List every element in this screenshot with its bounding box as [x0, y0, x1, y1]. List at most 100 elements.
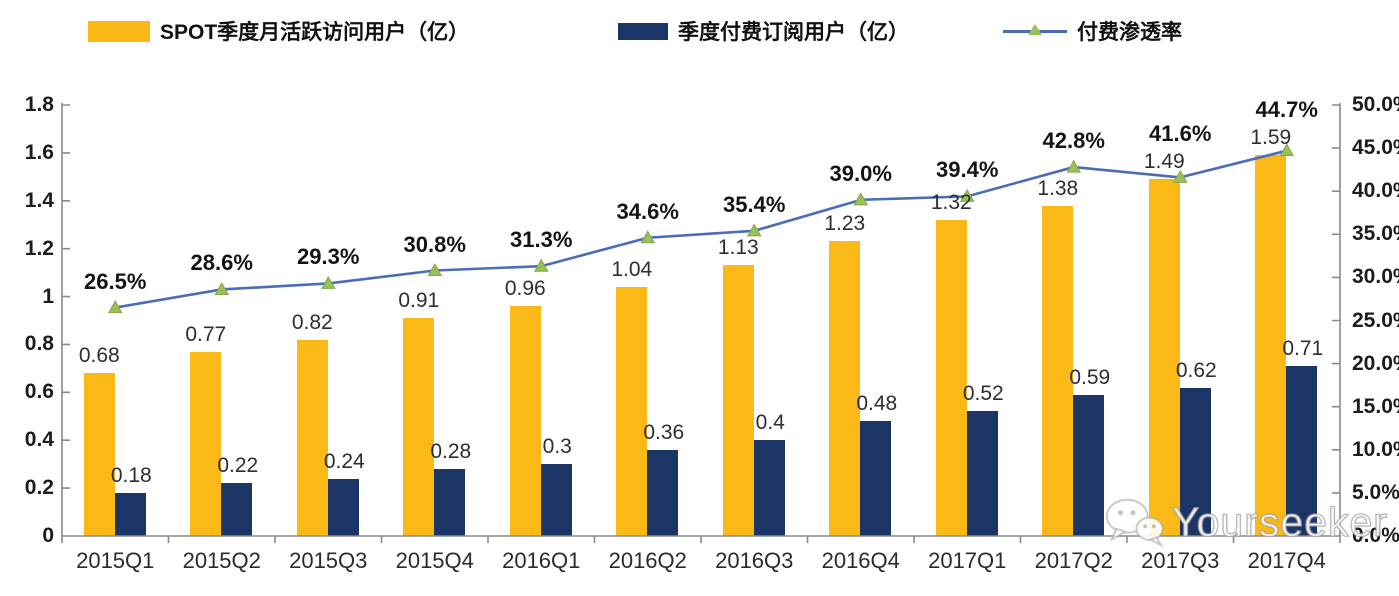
subscriber-bar — [966, 411, 998, 536]
mau-bar — [509, 306, 541, 536]
subscriber-value-label: 0.48 — [856, 392, 898, 416]
mau-bar — [403, 318, 435, 536]
right-axis-tick-label: 45.0% — [1352, 136, 1399, 160]
penetration-label: 41.6% — [1149, 121, 1212, 147]
x-axis-label: 2017Q2 — [1034, 548, 1113, 573]
triangle-marker-icon — [640, 230, 656, 244]
mau-bar — [722, 265, 754, 536]
x-axis-label: 2016Q4 — [821, 548, 900, 573]
left-axis-tick-label: 1.6 — [24, 140, 54, 164]
mau-value-label: 0.91 — [398, 289, 440, 313]
legend-item-penetration: 付费渗透率 — [1003, 18, 1182, 44]
left-axis-tick-label: 0.8 — [24, 332, 54, 356]
right-axis-tick-label: 0.0% — [1352, 524, 1399, 547]
right-axis-tick-label: 50.0% — [1352, 93, 1399, 116]
mau-value-label: 1.38 — [1037, 176, 1079, 200]
mau-swatch-icon — [88, 20, 150, 42]
right-axis-tick-label: 25.0% — [1352, 308, 1399, 332]
legend-label-penetration: 付费渗透率 — [1077, 21, 1182, 44]
mau-value-label: 0.82 — [291, 310, 333, 334]
mau-bar — [616, 286, 648, 536]
subscriber-value-label: 0.52 — [962, 382, 1004, 406]
right-axis-tick-label: 20.0% — [1352, 351, 1399, 375]
penetration-label: 42.8% — [1042, 128, 1105, 154]
penetration-line — [115, 149, 1288, 309]
subscriber-bar — [753, 440, 785, 536]
mau-value-label: 0.96 — [504, 277, 546, 301]
mau-bar — [296, 339, 328, 536]
subscriber-bar — [434, 468, 466, 536]
subscriber-bar — [860, 421, 892, 536]
mau-value-label: 1.23 — [824, 212, 866, 236]
legend-label-subscribers: 季度付费订阅用户（亿） — [678, 21, 909, 44]
subscriber-bar — [114, 492, 146, 536]
mau-bar — [190, 351, 222, 536]
triangle-marker-icon — [746, 223, 762, 237]
left-axis-tick-label: 0 — [42, 524, 54, 547]
subscriber-bar — [221, 483, 253, 536]
subscribers-swatch-icon — [618, 22, 668, 40]
penetration-label: 39.0% — [829, 160, 892, 186]
left-axis-tick-label: 0.6 — [24, 380, 54, 404]
x-axis-label: 2016Q1 — [502, 548, 581, 573]
penetration-label: 35.4% — [723, 191, 786, 217]
mau-value-label: 1.04 — [611, 257, 653, 281]
watermark: Yourseeker — [1104, 496, 1388, 548]
penetration-label: 31.3% — [510, 227, 573, 253]
penetration-label: 34.6% — [616, 198, 679, 224]
subscriber-value-label: 0.71 — [1282, 336, 1324, 360]
x-axis-label: 2015Q2 — [182, 548, 261, 573]
x-axis-label: 2016Q3 — [715, 548, 794, 573]
x-axis-label: 2017Q4 — [1247, 548, 1326, 573]
subscriber-bar — [540, 464, 572, 536]
mau-value-label: 0.68 — [78, 344, 120, 368]
subscriber-value-label: 0.36 — [643, 420, 685, 444]
left-axis-tick-label: 1 — [42, 284, 54, 308]
triangle-marker-icon — [320, 275, 336, 289]
triangle-marker-icon — [853, 192, 869, 206]
penetration-label: 44.7% — [1255, 97, 1318, 123]
x-axis-label: 2015Q1 — [76, 548, 155, 573]
triangle-marker-icon — [533, 258, 549, 272]
subscriber-value-label: 0.24 — [323, 449, 365, 473]
subscriber-value-label: 0.59 — [1069, 365, 1111, 389]
legend-item-mau: SPOT季度月活跃访问用户（亿） — [88, 18, 469, 44]
right-axis-tick-label: 40.0% — [1352, 179, 1399, 203]
right-axis-tick-label: 10.0% — [1352, 437, 1399, 461]
subscriber-bar — [327, 478, 359, 536]
triangle-marker-icon — [1066, 159, 1082, 173]
mau-value-label: 1.59 — [1250, 126, 1292, 150]
right-axis-tick-label: 35.0% — [1352, 222, 1399, 246]
triangle-marker-icon — [107, 300, 123, 314]
x-axis-label: 2015Q4 — [395, 548, 474, 573]
subscriber-value-label: 0.3 — [542, 435, 572, 459]
line-marker-icon — [1003, 23, 1067, 39]
subscriber-value-label: 0.18 — [110, 463, 152, 487]
mau-bar — [935, 219, 967, 536]
subscriber-bar — [1073, 394, 1105, 536]
subscriber-value-label: 0.28 — [430, 439, 472, 463]
subscriber-bar — [647, 449, 679, 536]
legend-item-subscribers: 季度付费订阅用户（亿） — [618, 18, 909, 44]
x-axis-label: 2017Q1 — [928, 548, 1007, 573]
subscriber-value-label: 0.62 — [1175, 358, 1217, 382]
wechat-icon — [1105, 498, 1164, 548]
mau-value-label: 1.49 — [1143, 150, 1185, 174]
right-axis-tick-label: 5.0% — [1352, 480, 1399, 504]
legend-label-mau: SPOT季度月活跃访问用户（亿） — [160, 21, 470, 44]
watermark-text: Yourseeker — [1171, 498, 1388, 545]
x-axis-label: 2017Q3 — [1141, 548, 1220, 573]
mau-value-label: 1.32 — [930, 190, 972, 214]
mau-bar — [829, 241, 861, 536]
x-axis-label: 2015Q3 — [289, 548, 368, 573]
mau-value-label: 0.77 — [185, 322, 227, 346]
subscriber-value-label: 0.22 — [217, 454, 259, 478]
penetration-label: 29.3% — [297, 244, 360, 270]
left-axis-tick-label: 1.2 — [24, 236, 54, 260]
left-axis-tick-label: 0.2 — [24, 476, 54, 500]
mau-bar — [83, 373, 115, 536]
subscriber-value-label: 0.4 — [755, 411, 785, 435]
x-axis-label: 2016Q2 — [608, 548, 687, 573]
right-axis-tick-label: 15.0% — [1352, 394, 1399, 418]
